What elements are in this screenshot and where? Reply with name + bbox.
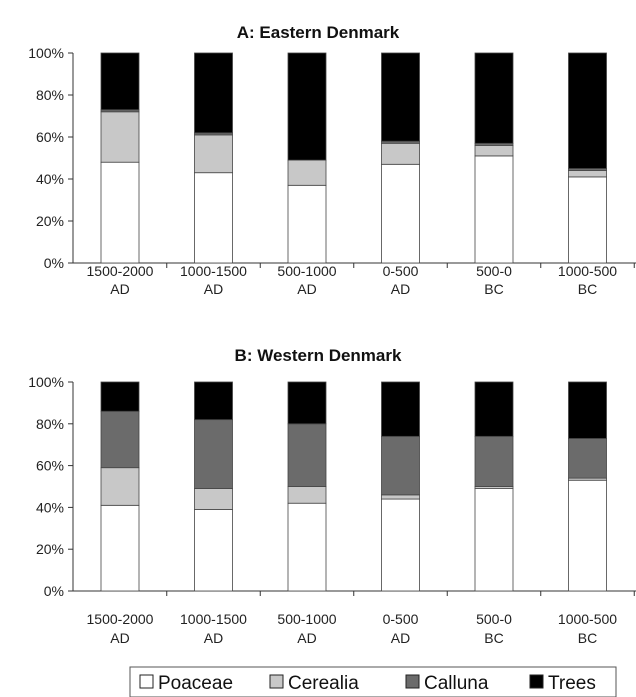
y-tick-label: 100% bbox=[28, 374, 64, 390]
bar-segment-poaceae bbox=[568, 479, 607, 592]
bar-segment-poaceae bbox=[287, 184, 327, 264]
y-tick-label: 100% bbox=[28, 45, 64, 61]
x-category-label: BC bbox=[578, 281, 597, 297]
x-category-label: BC bbox=[484, 630, 503, 646]
x-category-label: AD bbox=[204, 630, 223, 646]
x-category-label: 1000-1500 bbox=[180, 263, 247, 279]
bar-segment-calluna bbox=[568, 438, 607, 479]
bar-segment-poaceae bbox=[194, 509, 233, 592]
y-tick-label: 20% bbox=[36, 541, 64, 557]
legend-swatch-cerealia bbox=[269, 674, 284, 689]
x-category-label: 500-1000 bbox=[277, 263, 336, 279]
x-category-label: AD bbox=[391, 281, 410, 297]
bar-segment-poaceae bbox=[474, 155, 514, 264]
y-tick-label: 40% bbox=[36, 499, 64, 515]
bar-segment-poaceae bbox=[568, 176, 607, 264]
bar-segment-trees bbox=[194, 52, 233, 134]
bar-segment-calluna bbox=[100, 410, 140, 469]
bar-segment-cerealia bbox=[568, 170, 607, 178]
y-tick-label: 40% bbox=[36, 171, 64, 187]
legend-label-cerealia: Cerealia bbox=[288, 673, 359, 694]
x-category-label: 1500-2000 bbox=[87, 611, 154, 627]
bar-segment-cerealia bbox=[100, 111, 140, 163]
y-tick-label: 80% bbox=[36, 87, 64, 103]
x-category-label: BC bbox=[484, 281, 503, 297]
bar-segment-cerealia bbox=[287, 486, 327, 504]
x-category-label: 1000-500 bbox=[558, 263, 617, 279]
x-category-label: 500-0 bbox=[476, 611, 512, 627]
x-category-label: BC bbox=[578, 630, 597, 646]
y-tick-label: 0% bbox=[44, 583, 64, 599]
legend-swatch-trees bbox=[529, 674, 544, 689]
x-category-label: AD bbox=[110, 630, 129, 646]
y-tick-label: 80% bbox=[36, 416, 64, 432]
bar-segment-cerealia bbox=[194, 134, 233, 174]
bar-segment-poaceae bbox=[474, 488, 514, 592]
chart-title: B: Western Denmark bbox=[235, 346, 402, 365]
x-category-label: 1000-500 bbox=[558, 611, 617, 627]
x-category-label: 500-0 bbox=[476, 263, 512, 279]
x-category-label: 1500-2000 bbox=[87, 263, 154, 279]
bar-segment-poaceae bbox=[287, 502, 327, 592]
x-category-label: 500-1000 bbox=[277, 611, 336, 627]
bar-segment-cerealia bbox=[287, 159, 327, 186]
y-tick-label: 20% bbox=[36, 213, 64, 229]
chart-title: A: Eastern Denmark bbox=[237, 23, 400, 42]
bar-segment-calluna bbox=[194, 419, 233, 489]
chart-panel-2: B: Western Denmark 0% 20% 40% 60% 80% 100% 1500… bbox=[28, 346, 636, 646]
x-category-label: 1000-1500 bbox=[180, 611, 247, 627]
x-category-label: AD bbox=[297, 630, 316, 646]
bar-segment-poaceae bbox=[381, 498, 420, 592]
bar-segment-trees bbox=[100, 52, 140, 111]
bar-segment-trees bbox=[474, 381, 514, 437]
bar-segment-calluna bbox=[381, 435, 420, 496]
chart-legend: Poaceae Cerealia Calluna Trees bbox=[129, 666, 617, 697]
bar-segment-trees bbox=[287, 381, 327, 425]
chart-panel-1: A: Eastern Denmark 0% 20% 40% 60% 80% 100% 1500… bbox=[28, 23, 636, 297]
bar-segment-poaceae bbox=[100, 504, 140, 592]
bar-segment-calluna bbox=[287, 423, 327, 487]
x-category-label: AD bbox=[297, 281, 316, 297]
bar-segment-trees bbox=[381, 381, 420, 437]
x-category-label: 0-500 bbox=[383, 611, 419, 627]
bar-segment-poaceae bbox=[381, 163, 420, 264]
bar-segment-trees bbox=[287, 52, 327, 161]
bar-segment-trees bbox=[474, 52, 514, 144]
bar-segment-trees bbox=[381, 52, 420, 142]
bar-segment-poaceae bbox=[100, 161, 140, 264]
bar-segment-trees bbox=[568, 52, 607, 169]
legend-swatch-calluna bbox=[405, 674, 420, 689]
y-tick-label: 0% bbox=[44, 255, 64, 271]
legend-label-trees: Trees bbox=[548, 673, 596, 694]
legend-label-calluna: Calluna bbox=[424, 673, 489, 694]
bar-segment-trees bbox=[194, 381, 233, 421]
bar-segment-cerealia bbox=[381, 142, 420, 165]
bar-segment-cerealia bbox=[194, 488, 233, 510]
y-tick-label: 60% bbox=[36, 458, 64, 474]
x-category-label: AD bbox=[110, 281, 129, 297]
bar-segment-trees bbox=[100, 381, 140, 412]
x-category-label: AD bbox=[391, 630, 410, 646]
bar-segment-trees bbox=[568, 381, 607, 439]
bar-segment-cerealia bbox=[474, 144, 514, 157]
legend-swatch-poaceae bbox=[139, 674, 154, 689]
legend-label-poaceae: Poaceae bbox=[158, 673, 233, 694]
bar-segment-cerealia bbox=[100, 467, 140, 506]
x-category-label: AD bbox=[204, 281, 223, 297]
bar-segment-poaceae bbox=[194, 172, 233, 264]
bar-segment-cerealia bbox=[381, 494, 420, 500]
x-category-label: 0-500 bbox=[383, 263, 419, 279]
bar-segment-calluna bbox=[474, 435, 514, 487]
y-tick-label: 60% bbox=[36, 129, 64, 145]
